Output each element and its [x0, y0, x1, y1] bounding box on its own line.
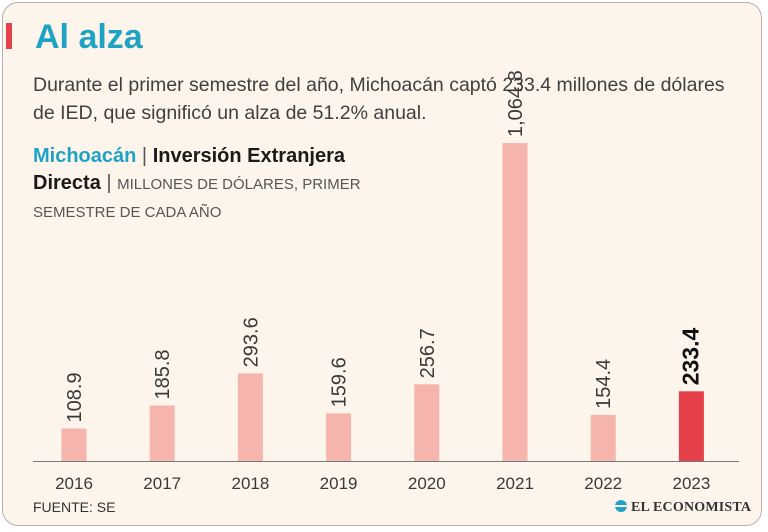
- subtitle: Durante el primer semestre del año, Mich…: [33, 74, 725, 124]
- heading-separator: |: [141, 145, 148, 167]
- value-label-2017: 185.8: [152, 349, 174, 399]
- x-tick-label-2016: 2016: [55, 474, 93, 493]
- title-accent-bar: [6, 23, 12, 49]
- value-label-2020: 256.7: [417, 328, 439, 378]
- chart-heading-place: Michoacán: [33, 145, 137, 167]
- heading-separator: |: [106, 172, 112, 194]
- globe-icon: [615, 500, 627, 512]
- bar-2018: [237, 373, 263, 461]
- infographic-card: Al alza Durante el primer semestre del a…: [2, 2, 762, 526]
- x-tick-label-2021: 2021: [496, 474, 534, 493]
- value-label-2016: 108.9: [64, 372, 86, 422]
- source-note: FUENTE: SE: [33, 499, 116, 515]
- bar-2023: [678, 391, 704, 461]
- x-tick-label-2022: 2022: [584, 474, 622, 493]
- chart-heading-metric: Inversión Extranjera Directa: [33, 145, 345, 194]
- bar-2019: [326, 413, 352, 461]
- x-tick-label-2017: 2017: [143, 474, 181, 493]
- chart-heading: Michoacán | Inversión Extranjera Directa…: [33, 143, 393, 226]
- value-label-2022: 154.4: [593, 359, 615, 409]
- bar-2020: [414, 384, 440, 461]
- chart-heading-units: MILLONES DE DÓLARES, PRIMER SEMESTRE DE …: [33, 176, 361, 221]
- x-tick-label-2020: 2020: [408, 474, 446, 493]
- publisher-brand: EL ECONOMISTA: [615, 500, 751, 516]
- bar-2021: [502, 143, 528, 461]
- value-label-2019: 159.6: [329, 357, 351, 407]
- bar-2017: [149, 405, 175, 461]
- page-title: Al alza: [35, 18, 143, 56]
- x-tick-label-2023: 2023: [672, 474, 710, 493]
- x-tick-label-2019: 2019: [320, 474, 358, 493]
- value-label-2021: 1,064.8: [505, 70, 527, 137]
- value-label-2018: 293.6: [240, 317, 262, 367]
- bar-2022: [590, 414, 616, 461]
- publisher-name: EL ECONOMISTA: [631, 500, 752, 515]
- value-label-2023: 233.4: [677, 328, 703, 386]
- x-tick-label-2018: 2018: [231, 474, 269, 493]
- bar-2016: [61, 428, 87, 461]
- bar-chart: 108.9 2016 185.8 2017 293.6 2018 159.6 2019 256.…: [33, 70, 739, 493]
